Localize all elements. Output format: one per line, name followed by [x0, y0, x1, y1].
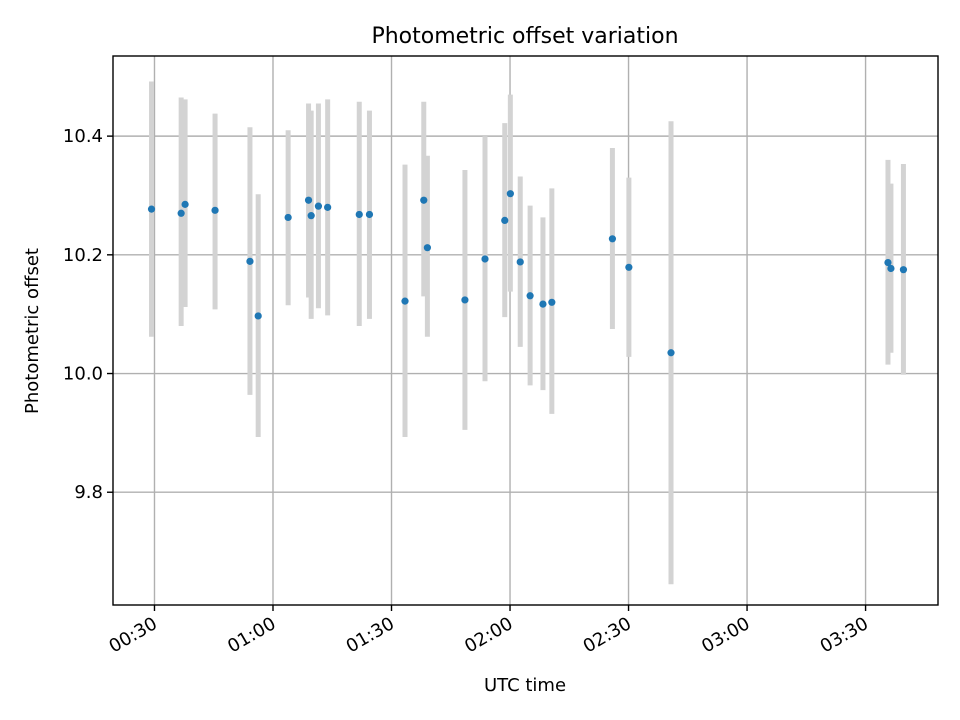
chart-title: Photometric offset variation [371, 24, 678, 49]
data-point [548, 298, 556, 306]
data-point [246, 257, 254, 265]
data-point [667, 349, 675, 357]
data-point [254, 312, 262, 320]
data-point [506, 190, 514, 198]
data-point [304, 196, 313, 204]
y-tick-label: 10.0 [63, 364, 103, 385]
data-point [314, 202, 323, 210]
data-point [324, 203, 332, 211]
data-point [401, 297, 409, 305]
point-layer [147, 190, 908, 357]
data-point [284, 213, 292, 222]
data-point [177, 209, 185, 217]
data-point [355, 210, 363, 219]
data-point [307, 212, 315, 220]
data-point [625, 263, 633, 271]
data-point [481, 255, 489, 263]
data-point [211, 206, 219, 214]
data-point [539, 300, 547, 308]
y-axis-label: Photometric offset [22, 248, 43, 414]
data-point [884, 258, 892, 267]
data-point [516, 258, 524, 266]
data-point [147, 205, 156, 213]
data-point [420, 196, 428, 204]
data-point [181, 200, 189, 208]
y-tick-label: 10.2 [63, 245, 103, 266]
data-point [461, 296, 469, 304]
data-point [526, 292, 534, 300]
data-point [899, 266, 908, 274]
data-point [365, 210, 374, 219]
y-tick-label: 10.4 [63, 126, 103, 147]
data-point [887, 264, 895, 273]
plot-frame [112, 55, 939, 606]
y-tick-label: 9.8 [74, 482, 103, 503]
data-point [501, 216, 509, 225]
data-point [608, 235, 617, 243]
data-point [423, 244, 431, 252]
x-axis-label: UTC time [484, 675, 566, 696]
